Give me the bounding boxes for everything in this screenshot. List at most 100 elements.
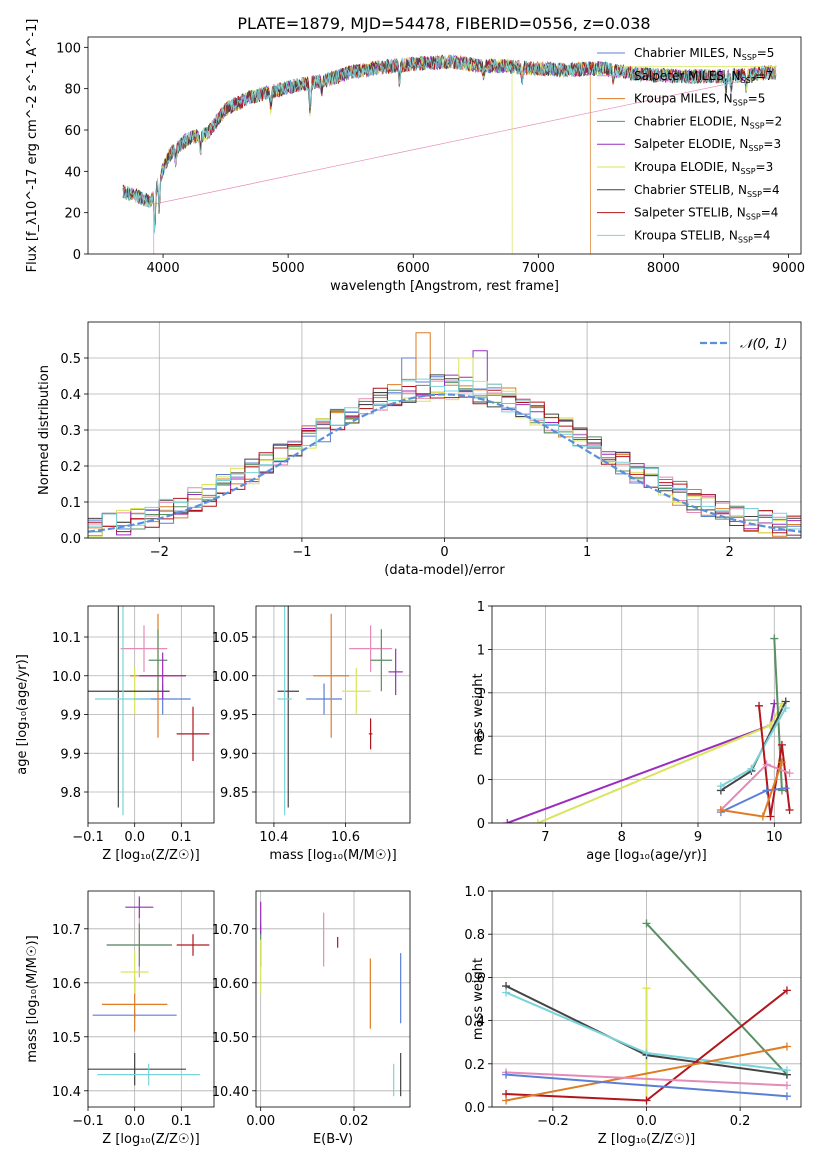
weight-marker — [716, 805, 725, 814]
weight-marker — [777, 758, 786, 767]
axes-frame — [87, 36, 802, 255]
y-tick-label: 0.6 — [464, 971, 485, 986]
panel-6: −0.1 0.0 0.1 10.4 10.5 10.6 10.7 Z [log₁₀(Z/Z☉)… — [25, 890, 215, 1147]
legend-tail: =4 — [762, 183, 780, 197]
legend-entry: Chabrier STELIB, NSSP=4 — [634, 183, 780, 199]
y-tick-label: 10.00 — [212, 670, 249, 685]
x-tick-label: 0.0 — [124, 1114, 145, 1129]
y-tick-label: 1 — [477, 600, 485, 615]
x-tick-label: 9 — [694, 830, 702, 845]
legend-tail: =2 — [765, 114, 783, 128]
x-tick-label: 5000 — [272, 261, 305, 276]
y-tick-label: 10.6 — [52, 977, 81, 992]
legend-entry: Kroupa STELIB, NSSP=4 — [634, 228, 771, 244]
y-tick-label: 0 — [73, 248, 81, 263]
x-tick-label: 10.4 — [259, 830, 288, 845]
panels: 4000 5000 6000 7000 8000 9000020406080100wave… — [15, 19, 805, 1147]
plot-area — [88, 606, 210, 816]
axes-frame — [87, 890, 215, 1108]
panel-2: −2 −1 0 1 2 0.0 0.1 0.2 0.3 0.4 0.5 (data-model)/er… — [37, 321, 802, 578]
weight-marker — [785, 769, 794, 778]
spectrum-series — [122, 54, 777, 234]
y-tick-label: 10.70 — [212, 923, 249, 938]
y-tick-label: 0.4 — [464, 1015, 485, 1030]
spectrum-series — [122, 54, 591, 254]
y-axis-label: Flux [f_λ10^-17 erg cm^-2 s^-1 A^-1] — [25, 19, 40, 273]
y-tick-label: 0.0 — [464, 1101, 485, 1116]
y-tick-label: 0.8 — [464, 928, 485, 943]
y-tick-label: 10.4 — [52, 1085, 81, 1100]
x-tick-label: 10 — [766, 830, 783, 845]
weight-marker — [747, 764, 756, 773]
legend-sub: SSP — [733, 99, 748, 108]
x-tick-label: −0.1 — [72, 1114, 104, 1129]
x-tick-label: 0 — [440, 545, 448, 560]
weight-marker — [642, 919, 651, 928]
x-tick-label: 0.0 — [124, 830, 145, 845]
y-tick-label: 80 — [64, 83, 81, 98]
x-axis-label: mass [log₁₀(M/M☉)] — [269, 848, 396, 863]
weight-marker — [502, 1096, 511, 1105]
y-tick-label: 10.40 — [212, 1085, 249, 1100]
x-tick-label: 2 — [726, 545, 734, 560]
weight-marker — [766, 812, 775, 821]
y-tick-label: 1 — [477, 643, 485, 658]
spectrum-series — [122, 54, 778, 254]
weight-marker — [782, 1066, 791, 1075]
x-tick-label: 0.1 — [171, 1114, 192, 1129]
legend-tail: =5 — [757, 46, 775, 60]
weight-series — [505, 1071, 788, 1087]
axes-frame — [87, 321, 802, 539]
spectrum-series — [122, 54, 777, 226]
x-tick-label: 0.1 — [171, 830, 192, 845]
legend: 𝒩(0, 1) — [700, 337, 787, 352]
legend-sub: SSP — [747, 190, 762, 199]
y-tick-label: 10.1 — [52, 631, 81, 646]
x-axis-label: age [log₁₀(age/yr)] — [586, 848, 707, 863]
weight-marker — [781, 703, 790, 712]
weight-marker — [782, 1081, 791, 1090]
plot-area — [122, 54, 778, 254]
y-tick-label: 9.85 — [220, 786, 249, 801]
x-tick-label: 10.6 — [331, 830, 360, 845]
y-axis-label: mass [log₁₀(M/M☉)] — [25, 935, 40, 1062]
legend-tail: =5 — [748, 92, 766, 106]
legend-entry: Kroupa MILES, NSSP=5 — [634, 92, 765, 108]
legend-entry: Salpeter ELODIE, NSSP=3 — [634, 137, 781, 153]
legend-entry: Chabrier ELODIE, NSSP=2 — [634, 114, 782, 130]
panel-4: 10.4 10.6 9.85 9.90 9.95 10.00 10.05 mass [log₁… — [212, 605, 411, 863]
y-tick-label: 0.2 — [60, 460, 81, 475]
y-tick-label: 10.50 — [212, 1031, 249, 1046]
axes-frame — [491, 605, 802, 824]
weight-marker — [782, 1042, 791, 1051]
plot-area — [502, 919, 791, 1105]
y-axis-label: mass weight — [471, 958, 486, 1040]
axes-frame — [255, 605, 411, 824]
y-tick-label: 0 — [477, 730, 485, 745]
y-tick-label: 1 — [477, 687, 485, 702]
y-tick-label: 9.9 — [60, 709, 81, 724]
y-tick-label: 60 — [64, 124, 81, 139]
y-tick-label: 20 — [64, 207, 81, 222]
weight-marker — [533, 819, 542, 823]
plot-area — [277, 606, 403, 816]
weight-marker — [770, 634, 779, 643]
weight-marker — [762, 760, 771, 769]
x-tick-label: 0.02 — [340, 1114, 369, 1129]
plot-area — [88, 332, 801, 537]
y-axis-label: Normed distribution — [37, 365, 52, 495]
x-axis-label: Z [log₁₀(Z/Z☉)] — [102, 1132, 199, 1147]
y-axis-label: mass weight — [471, 673, 486, 755]
normal-curve — [88, 393, 801, 533]
weight-marker — [642, 1049, 651, 1057]
weight-marker — [503, 819, 512, 823]
y-tick-label: 10.5 — [52, 1031, 81, 1046]
legend-tail: =3 — [756, 160, 774, 174]
y-tick-label: 0.5 — [60, 352, 81, 367]
y-tick-label: 0.2 — [464, 1058, 485, 1073]
legend-sub: SSP — [746, 213, 761, 222]
y-tick-label: 10.7 — [52, 923, 81, 938]
x-tick-label: 1 — [583, 545, 591, 560]
histogram-series — [88, 385, 801, 534]
legend-sub: SSP — [738, 235, 753, 244]
